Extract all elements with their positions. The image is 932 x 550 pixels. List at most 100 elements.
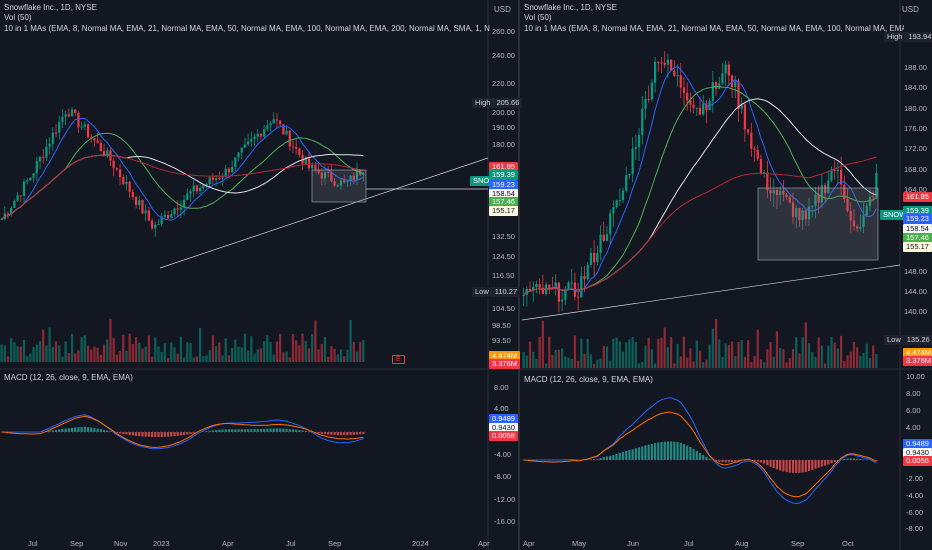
right-volume-bar <box>663 327 666 368</box>
right-macd-tag: 0.0056 <box>903 456 932 466</box>
left-candle-body <box>83 124 86 127</box>
left-volume-bar <box>10 338 13 362</box>
left-volume-bar <box>86 345 90 362</box>
left-price-axis-label: 98.50 <box>492 321 511 330</box>
right-volume-bar <box>705 359 708 368</box>
left-candle-body <box>0 219 3 221</box>
left-macd-histogram-bar <box>173 432 176 437</box>
left-macd-histogram-bar <box>288 429 291 432</box>
left-earnings-event-marker[interactable]: E <box>392 355 405 364</box>
left-volume-label[interactable]: Vol (50) <box>4 13 32 22</box>
left-macd-histogram-bar <box>109 431 112 432</box>
left-macd-histogram-bar <box>128 432 131 436</box>
left-volume-bar <box>96 347 99 362</box>
right-volume-bar <box>535 359 538 368</box>
left-macd-histogram-bar <box>48 430 51 432</box>
left-candle-body <box>80 126 83 128</box>
left-candle-body <box>234 157 237 167</box>
right-volume-bar <box>570 358 573 368</box>
left-macd-axis-label: 4.00 <box>494 404 509 413</box>
right-volume-label[interactable]: Vol (50) <box>524 13 552 22</box>
left-macd-histogram-bar <box>346 432 349 436</box>
right-candle-body <box>583 276 586 280</box>
right-volume-bar <box>730 341 734 368</box>
left-candle-body <box>259 133 263 137</box>
right-volume-bar <box>872 345 875 368</box>
right-candle-body <box>593 252 596 263</box>
right-candle-body <box>788 197 791 203</box>
right-time-axis-label: Aug <box>735 539 749 548</box>
right-macd-histogram-bar <box>862 459 865 460</box>
right-volume-bar <box>827 345 830 368</box>
left-ema21-line <box>1 132 364 220</box>
left-volume-bar <box>205 355 208 362</box>
right-macd-label[interactable]: MACD (12, 26, close, 9, EMA, EMA) <box>524 375 653 384</box>
right-macd-histogram-bar <box>814 460 817 469</box>
left-volume-bar <box>253 353 256 362</box>
right-volume-bar <box>541 320 544 368</box>
left-candle-body <box>243 144 247 148</box>
left-candle-body <box>42 156 45 158</box>
right-volume-bar <box>798 353 801 368</box>
left-volume-bar <box>256 349 259 362</box>
right-volume-bar <box>865 343 868 368</box>
right-candle-body <box>647 99 650 101</box>
left-macd-histogram-bar <box>317 432 320 434</box>
right-macd-histogram-bar <box>759 460 763 463</box>
left-volume-bar <box>115 354 118 362</box>
right-volume-bar <box>599 358 602 368</box>
left-symbol-title[interactable]: Snowflake Inc., 1D, NYSE <box>4 3 97 12</box>
right-volume-bar <box>641 361 644 368</box>
right-macd-histogram-bar <box>779 460 782 471</box>
right-macd-histogram-bar <box>846 458 849 460</box>
right-candle-body <box>580 276 583 298</box>
left-macd-histogram-bar <box>74 427 77 432</box>
left-volume-bar <box>70 333 74 362</box>
left-volume-bar <box>304 341 307 362</box>
right-volume-bar <box>586 338 589 368</box>
right-macd-histogram-bar <box>618 452 621 460</box>
right-price-axis-label: 168.00 <box>904 165 927 174</box>
right-candle-body <box>849 210 852 221</box>
right-volume-bar <box>817 337 820 368</box>
right-volume-bar <box>548 336 551 368</box>
right-macd-histogram-bar <box>698 453 702 460</box>
right-volume-bar <box>698 350 702 368</box>
left-symbol-tag[interactable]: SNOW <box>470 176 500 186</box>
right-candle-body <box>846 199 849 211</box>
right-candle-body <box>782 190 785 195</box>
left-macd-histogram-bar <box>80 426 83 432</box>
right-symbol-title[interactable]: Snowflake Inc., 1D, NYSE <box>524 3 617 12</box>
left-macd-histogram-bar <box>125 432 128 435</box>
right-volume-bar <box>766 349 769 368</box>
right-ma-legend[interactable]: 10 in 1 MAs (EMA, 8, Normal MA, EMA, 21,… <box>524 24 904 33</box>
right-symbol-tag[interactable]: SNOW <box>880 210 910 220</box>
right-currency-label[interactable]: USD <box>902 5 919 14</box>
left-candle-body <box>221 176 224 179</box>
left-macd-histogram-bar <box>144 432 147 437</box>
right-candle-body <box>673 70 676 76</box>
right-macd-histogram-bar <box>817 460 820 468</box>
right-volume-bar <box>631 337 634 368</box>
right-volume-bar <box>750 362 753 368</box>
right-candle-body <box>679 75 682 88</box>
right-macd-histogram-bar <box>788 460 791 473</box>
right-candle-body <box>695 107 698 109</box>
right-candle-body <box>686 92 689 101</box>
right-macd-histogram-bar <box>772 460 775 469</box>
left-ma-legend[interactable]: 10 in 1 MAs (EMA, 8, Normal MA, EMA, 21,… <box>4 24 490 33</box>
right-candle-body <box>833 169 836 171</box>
left-candle-body <box>272 119 275 124</box>
left-candle-body <box>195 185 199 192</box>
left-macd-histogram-bar <box>218 429 221 432</box>
left-volume-bar <box>263 341 266 362</box>
right-candle-body <box>791 202 795 218</box>
left-macd-label[interactable]: MACD (12, 26, close, 9, EMA, EMA) <box>4 373 133 382</box>
left-candle-body <box>58 121 61 133</box>
left-high-label: High <box>472 98 494 108</box>
left-macd-histogram-bar <box>275 428 279 432</box>
left-macd-histogram-bar <box>192 432 195 434</box>
left-currency-label[interactable]: USD <box>494 5 511 14</box>
left-volume-bar <box>221 355 224 362</box>
